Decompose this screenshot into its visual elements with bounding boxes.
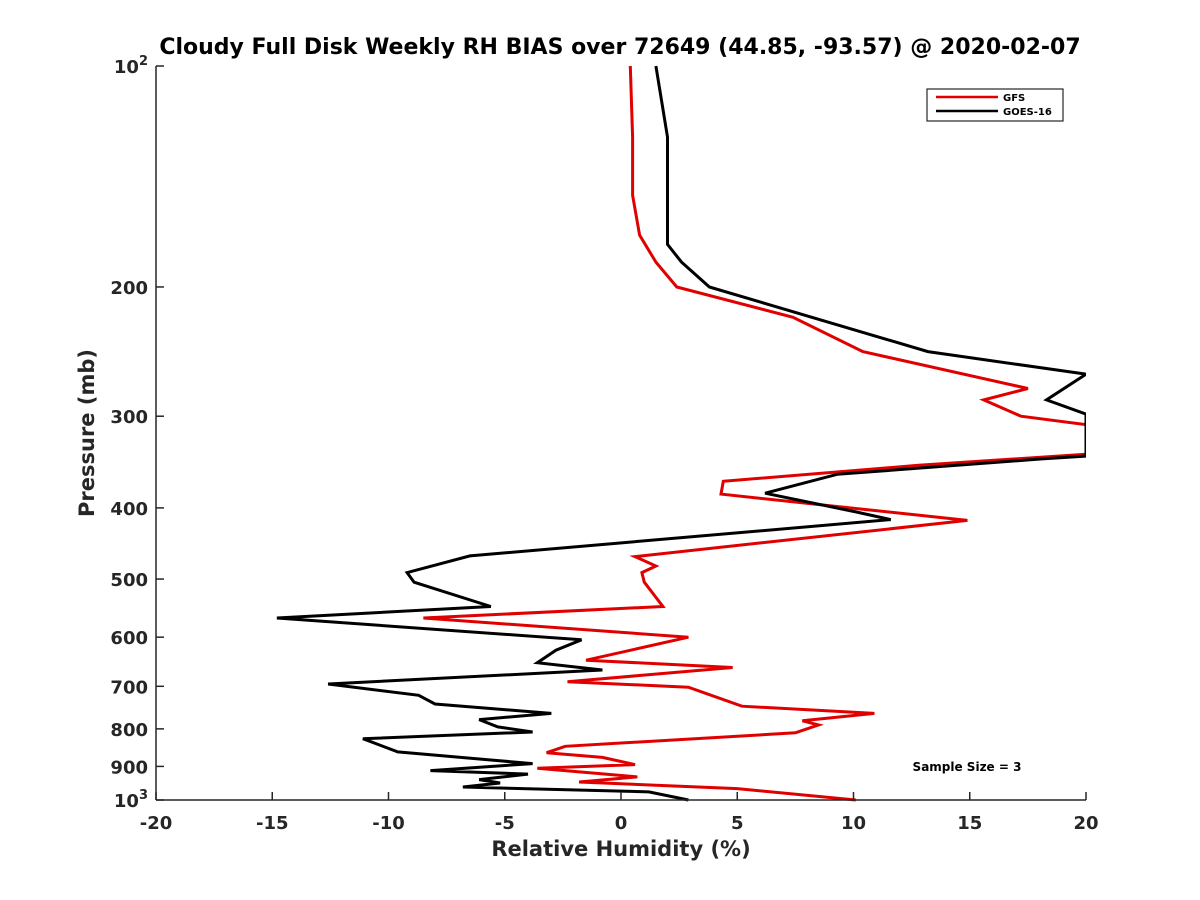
chart-title: Cloudy Full Disk Weekly RH BIAS over 726… [159,35,1080,60]
x-tick-label: -5 [495,813,515,834]
x-tick-label: 15 [957,813,982,834]
y-tick-label: 700 [110,677,148,698]
legend-label-goes16: GOES-16 [1003,107,1052,118]
y-tick-label: 900 [110,757,148,778]
x-tick-label: 5 [731,813,744,834]
x-tick-label: 0 [615,813,628,834]
y-tick-label: 300 [110,407,148,428]
y-tick-label: 800 [110,720,148,741]
sample-size-annotation: Sample Size = 3 [913,760,1022,774]
y-tick-label: 103 [114,788,148,812]
x-tick-label: -15 [256,813,289,834]
legend: GFS GOES-16 [926,88,1064,122]
x-tick-label: -10 [372,813,405,834]
x-ticks: -20 -15 -10 -5 0 5 10 15 20 [140,792,1099,834]
x-tick-label: 10 [841,813,866,834]
series-layer [276,65,1086,802]
y-tick-label: 200 [110,278,148,299]
x-axis-label: Relative Humidity (%) [491,837,750,861]
y-ticks: 102 200 300 400 500 600 700 800 900 103 [110,54,164,812]
y-axis-label: Pressure (mb) [75,349,99,517]
series-line-gfs [423,65,1086,802]
legend-box [926,88,1064,122]
legend-label-gfs: GFS [1003,93,1025,104]
y-tick-label: 500 [110,570,148,591]
x-tick-label: -20 [140,813,173,834]
y-tick-label: 400 [110,499,148,520]
series-line-goes16 [276,65,1086,802]
y-tick-label: 600 [110,628,148,649]
x-tick-label: 20 [1073,813,1098,834]
plot-area: -20 -15 -10 -5 0 5 10 15 20 102 200 300 400 500 600 70… [110,54,1098,834]
y-tick-label: 102 [114,54,148,78]
